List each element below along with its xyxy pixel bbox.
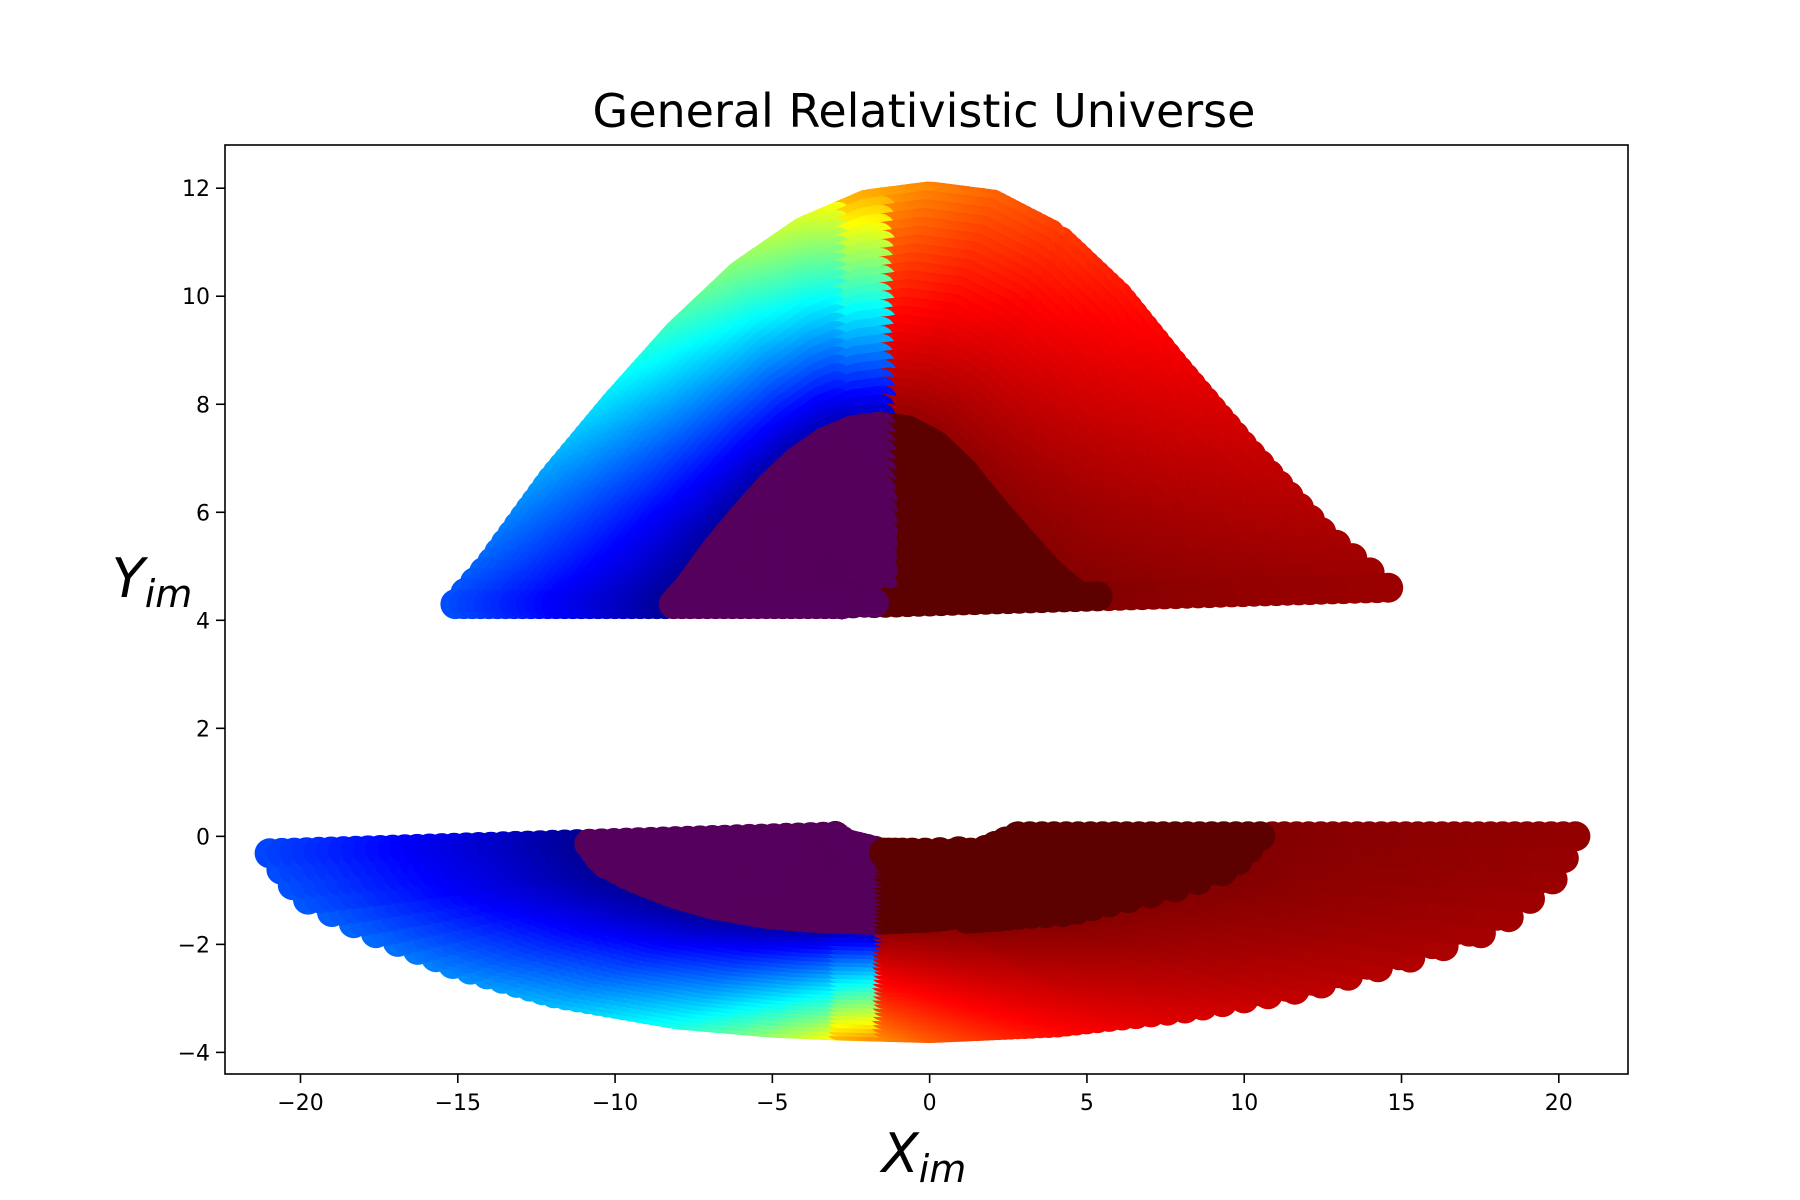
plot-area bbox=[254, 181, 1591, 1044]
chart-title: General Relativistic Universe bbox=[593, 84, 1256, 138]
